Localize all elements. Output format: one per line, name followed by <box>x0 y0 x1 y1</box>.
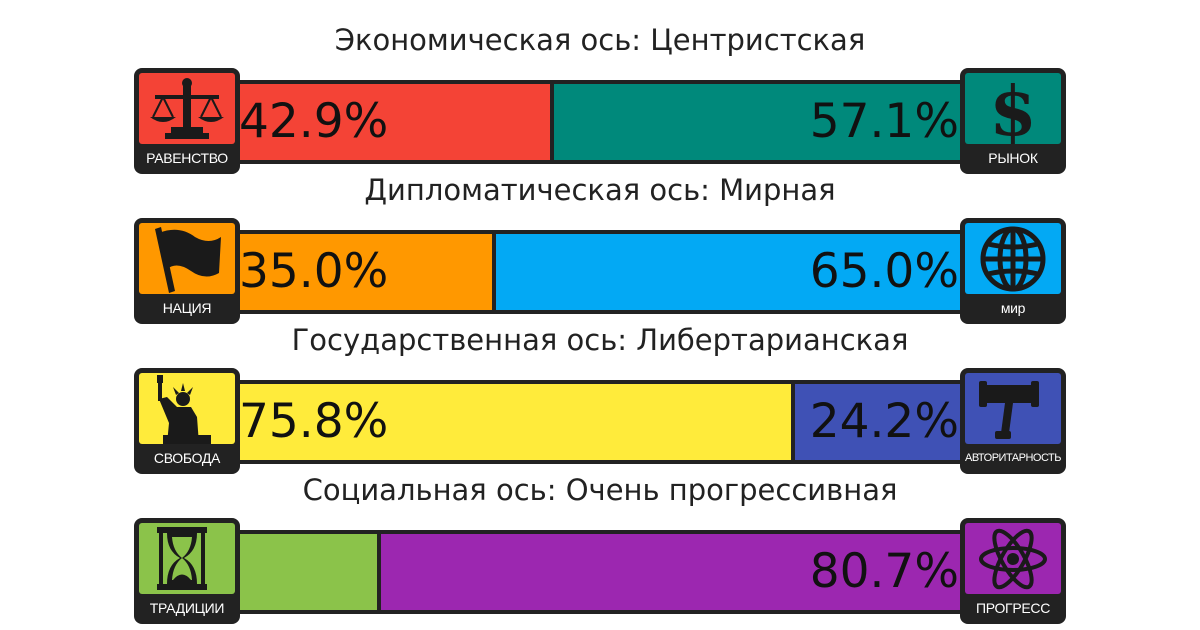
globe-icon <box>980 226 1046 292</box>
economic-left-segment <box>237 84 550 160</box>
diplomatic-left-percent: 35.0% <box>239 244 389 299</box>
world-badge: мир <box>960 218 1066 324</box>
diplomatic-right-segment <box>496 234 971 310</box>
liberty-badge: СВОБОДА <box>134 368 240 474</box>
liberty-label: СВОБОДА <box>153 450 221 466</box>
diplomatic-axis-title: Дипломатическая ось: Мирная <box>364 173 836 207</box>
tradition-badge: ТРАДИЦИИ <box>134 518 240 624</box>
social-right-percent: 80.7% <box>809 544 959 599</box>
social-axis-row: Социальная ось: Очень прогрессивная 80.7… <box>0 470 1200 624</box>
equality-badge: РАВЕНСТВО <box>134 68 240 174</box>
svg-text:$: $ <box>989 73 1036 144</box>
state-axis-row: Государственная ось: Либертарианская 75.… <box>0 320 1200 474</box>
state-left-segment <box>237 384 791 460</box>
state-axis-title: Государственная ось: Либертарианская <box>291 323 909 357</box>
state-bar <box>225 380 975 464</box>
economic-right-percent: 57.1% <box>809 94 959 149</box>
scales-icon <box>150 78 224 139</box>
economic-right-segment <box>554 84 971 160</box>
world-label: мир <box>1000 300 1026 316</box>
state-left-percent: 75.8% <box>239 394 389 449</box>
diplomatic-right-percent: 65.0% <box>809 244 959 299</box>
progress-badge: ПРОГРЕСС <box>960 518 1066 624</box>
authority-label: АВТОРИТАРНОСТЬ <box>964 452 1062 464</box>
gavel-icon <box>979 381 1039 439</box>
nation-badge: НАЦИЯ <box>134 218 240 324</box>
equality-label: РАВЕНСТВО <box>146 150 228 166</box>
economic-bar <box>225 80 975 164</box>
social-axis-title: Социальная ось: Очень прогрессивная <box>302 473 898 507</box>
social-right-segment <box>381 534 971 610</box>
hourglass-icon <box>157 527 207 590</box>
progress-label: ПРОГРЕСС <box>975 600 1051 616</box>
state-right-segment <box>795 384 971 460</box>
diplomatic-axis-row: Дипломатическая ось: Мирная 35.0% 65.0% … <box>0 170 1200 324</box>
tradition-label: ТРАДИЦИИ <box>149 600 225 616</box>
state-right-percent: 24.2% <box>809 394 959 449</box>
market-badge: $ РЫНОК <box>960 68 1066 174</box>
dollar-icon: $ <box>989 73 1036 144</box>
authority-badge: АВТОРИТАРНОСТЬ <box>960 368 1066 474</box>
statue-of-liberty-icon <box>157 375 211 444</box>
atom-icon <box>979 528 1047 590</box>
market-label: РЫНОК <box>988 150 1038 166</box>
economic-left-percent: 42.9% <box>239 94 389 149</box>
economic-axis-row: Экономическая ось: Центристская 42.9% 57… <box>0 20 1200 174</box>
flag-icon <box>155 227 221 293</box>
social-left-segment <box>237 534 377 610</box>
diplomatic-bar <box>225 230 975 314</box>
social-bar <box>225 530 975 614</box>
economic-axis-title: Экономическая ось: Центристская <box>334 23 866 57</box>
nation-label: НАЦИЯ <box>162 300 212 316</box>
diplomatic-left-segment <box>237 234 492 310</box>
